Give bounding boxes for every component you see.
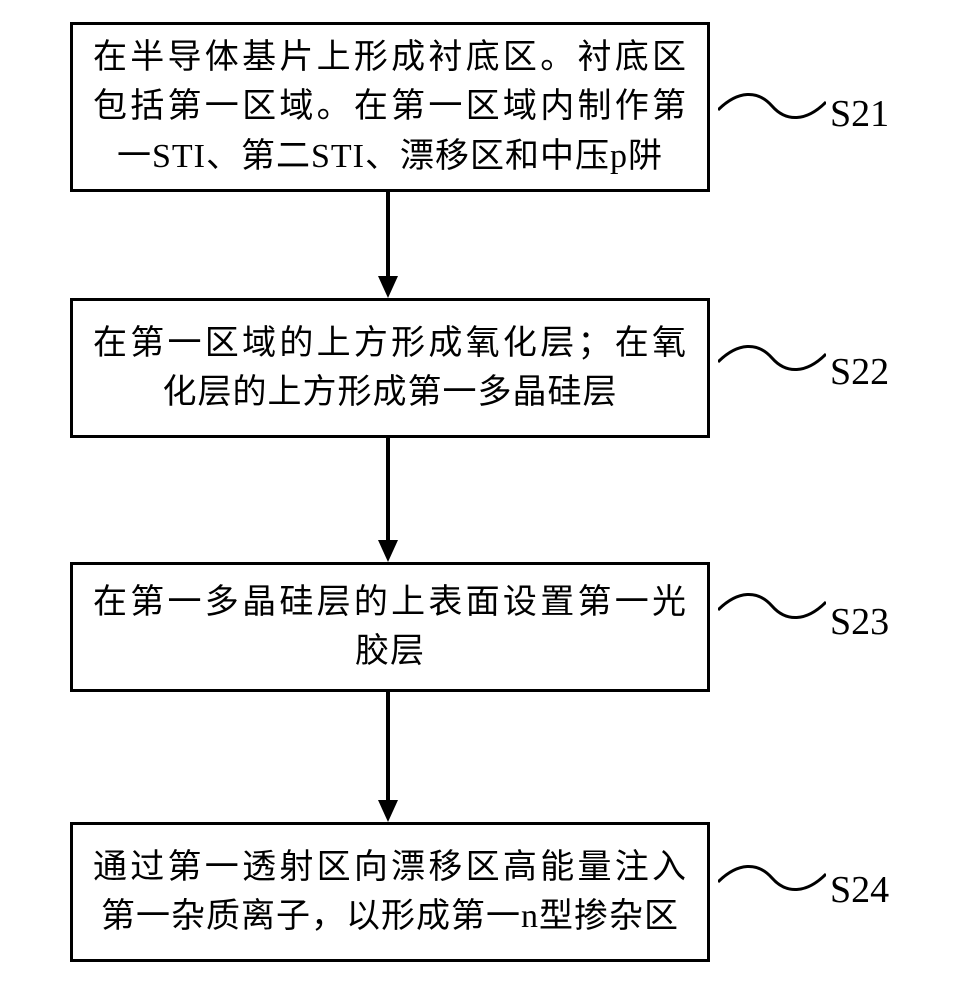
flow-label-s23: S23 (830, 600, 889, 644)
flow-node-s24-text: 通过第一透射区向漂移区高能量注入第一杂质离子，以形成第一n型掺杂区 (93, 843, 687, 942)
connector-tilde-s21 (718, 90, 826, 122)
connector-tilde-s22 (718, 342, 826, 374)
connector-tilde-s24 (718, 862, 826, 894)
flow-node-s23: 在第一多晶硅层的上表面设置第一光胶层 (70, 562, 710, 692)
flow-node-s23-text: 在第一多晶硅层的上表面设置第一光胶层 (93, 578, 687, 677)
flowchart-canvas: 在半导体基片上形成衬底区。衬底区包括第一区域。在第一区域内制作第一STI、第二S… (0, 0, 961, 1000)
flow-label-s24: S24 (830, 868, 889, 912)
flow-label-s22: S22 (830, 350, 889, 394)
flow-node-s22-text: 在第一区域的上方形成氧化层；在氧化层的上方形成第一多晶硅层 (93, 319, 687, 418)
flow-node-s21: 在半导体基片上形成衬底区。衬底区包括第一区域。在第一区域内制作第一STI、第二S… (70, 22, 710, 192)
connector-tilde-s23 (718, 590, 826, 622)
flow-label-s21: S21 (830, 92, 889, 136)
flow-node-s21-text: 在半导体基片上形成衬底区。衬底区包括第一区域。在第一区域内制作第一STI、第二S… (93, 33, 687, 181)
flow-node-s22: 在第一区域的上方形成氧化层；在氧化层的上方形成第一多晶硅层 (70, 298, 710, 438)
flow-node-s24: 通过第一透射区向漂移区高能量注入第一杂质离子，以形成第一n型掺杂区 (70, 822, 710, 962)
